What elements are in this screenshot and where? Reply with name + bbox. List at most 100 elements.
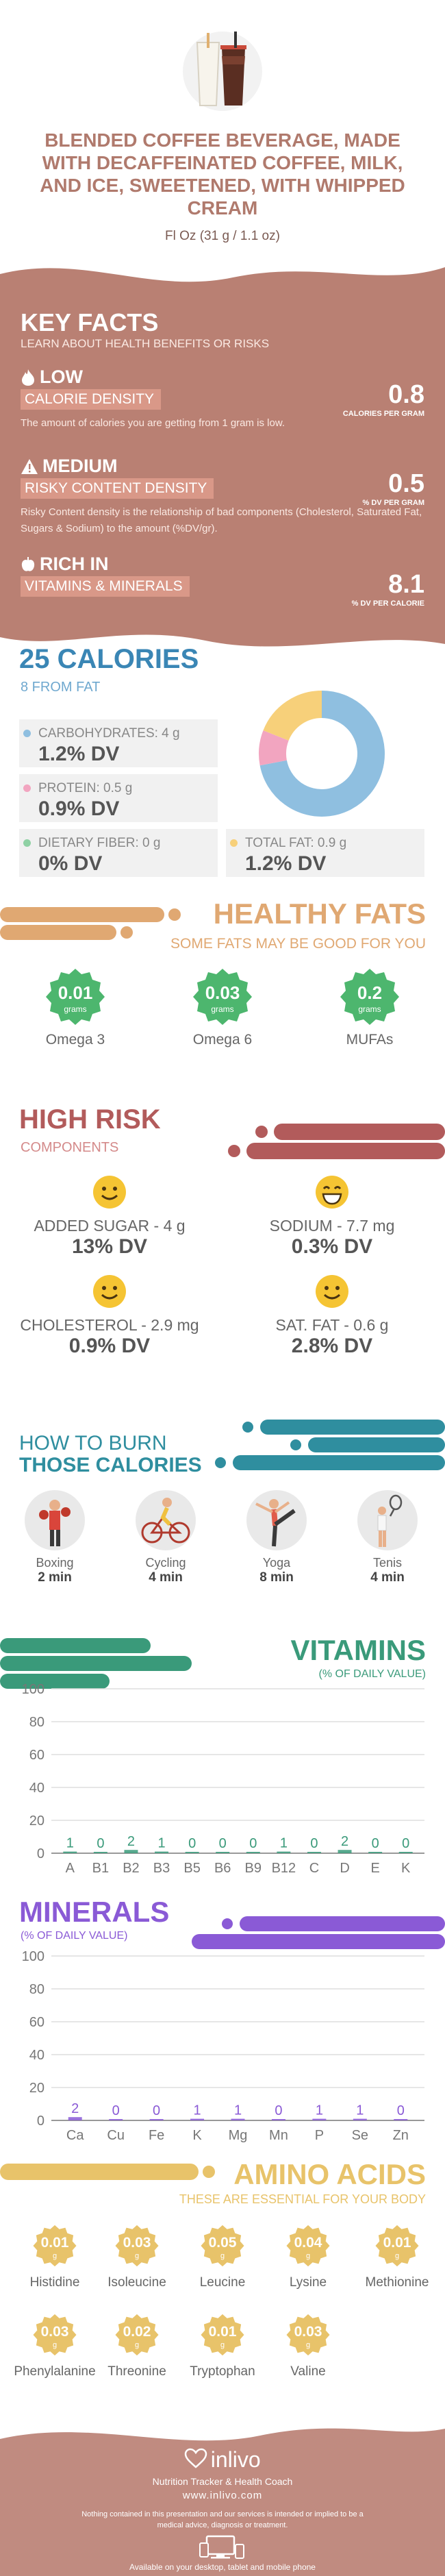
x-tick-label: Fe — [149, 2128, 164, 2143]
y-tick-label: 80 — [29, 1715, 44, 1730]
bar-K — [398, 1852, 413, 1853]
key-facts-background — [0, 267, 445, 647]
bar-value-label: 0 — [402, 1836, 409, 1851]
activity-boxing: Boxing 2 min — [3, 1490, 106, 1585]
amino-name: Tryptophan — [190, 2364, 255, 2379]
smiley-icon — [93, 1176, 126, 1209]
y-tick-label: 0 — [37, 1846, 44, 1861]
bar-value-label: 0 — [188, 1836, 196, 1851]
amino-value: 0.02 — [123, 2324, 151, 2340]
key-fact-description: Risky Content density is the relationshi… — [21, 506, 422, 534]
tennis-icon — [357, 1490, 418, 1550]
key-fact-level: MEDIUM — [42, 456, 118, 476]
calories-section: 25 CALORIES 8 FROM FAT CARBOHYDRATES: 4 … — [0, 644, 445, 891]
bar-value-label: 0 — [249, 1836, 257, 1851]
minerals-subtitle: (% OF DAILY VALUE) — [21, 1930, 128, 1942]
bar-B2 — [124, 1850, 138, 1853]
legend-dot — [230, 839, 238, 847]
amino-value: 0.04 — [294, 2235, 322, 2251]
key-fact-unit: % DV PER GRAM — [362, 499, 424, 507]
bar-Se — [353, 2118, 367, 2120]
fat-mufas: 0.2 grams MUFAs — [315, 966, 424, 1048]
key-fact-value: 0.5 % DV PER GRAM — [363, 469, 424, 507]
y-tick-label: 0 — [37, 2114, 44, 2129]
footer: inlivo Nutrition Tracker & Health Coach … — [0, 2418, 445, 2576]
amino-badge: 0.02 g — [114, 2312, 160, 2357]
decorative-stripes — [215, 1420, 445, 1470]
footer-devices: Available on your desktop, tablet and mo… — [129, 2562, 316, 2572]
healthy-fats-title: HEALTHY FATS — [213, 897, 426, 930]
amino-acids-subtitle: THESE ARE ESSENTIAL FOR YOUR BODY — [179, 2192, 426, 2206]
x-tick-label: P — [315, 2128, 324, 2143]
fat-name: MUFAs — [346, 1032, 394, 1048]
high-risk-title: HIGH RISK — [19, 1104, 161, 1135]
key-fact-number: 0.8 — [388, 380, 424, 409]
macro-fiber: DIETARY FIBER: 0 g 0% DV — [19, 829, 218, 877]
amino-leucine: 0.05 g Leucine — [178, 2223, 267, 2290]
x-tick-label: B6 — [214, 1861, 231, 1876]
amino-badge: 0.03 g — [285, 2312, 331, 2357]
donut-slice-protein — [259, 730, 289, 766]
legend-dot — [23, 730, 31, 737]
bar-value-label: 1 — [280, 1836, 288, 1851]
activity-tennis: Tenis 4 min — [336, 1490, 439, 1585]
risk-sat-fat: SAT. FAT - 0.6 g 2.8% DV — [226, 1274, 438, 1358]
minerals-bar-chart: 0 20 40 60 80 100 2 Ca 0 Cu 0 Fe 1 K 1 Mg 0 Mn 1 P 1 Se 0 Zn — [22, 1949, 424, 2143]
amino-unit: g — [134, 2341, 140, 2349]
risk-label: CHOLESTEROL - 2.9 mg — [20, 1316, 199, 1334]
activity-yoga: Yoga 8 min — [225, 1490, 328, 1585]
x-tick-label: Cu — [107, 2128, 125, 2143]
amino-unit: g — [305, 2341, 311, 2349]
x-tick-label: D — [340, 1861, 349, 1876]
grin-icon — [316, 1176, 348, 1209]
key-fact-description: The amount of calories you are getting f… — [21, 417, 285, 429]
key-fact-value: 8.1 % DV PER CALORIE — [352, 570, 424, 608]
footer-background — [0, 2428, 445, 2576]
key-facts-title: KEY FACTS — [21, 308, 159, 336]
key-fact-value: 0.8 CALORIES PER GRAM — [343, 380, 424, 418]
risk-added-sugar: ADDED SUGAR - 4 g 13% DV — [3, 1175, 216, 1259]
heart-icon — [184, 2448, 207, 2472]
amino-unit: g — [134, 2252, 140, 2260]
activity-time: 2 min — [38, 1570, 72, 1585]
vitamins-section: VITAMINS (% OF DAILY VALUE) 0 20 40 60 80 100… — [0, 1620, 445, 1887]
amino-isoleucine: 0.03 g Isoleucine — [92, 2223, 181, 2290]
bar-B1 — [93, 1852, 107, 1853]
calories-title: 25 CALORIES — [19, 644, 199, 674]
bar-Ca — [68, 2117, 82, 2120]
activity-name: Boxing — [36, 1556, 74, 1570]
high-risk-subtitle: COMPONENTS — [21, 1140, 119, 1155]
healthy-fats-section: HEALTHY FATS SOME FATS MAY BE GOOD FOR Y… — [0, 891, 445, 1069]
key-fact-unit: CALORIES PER GRAM — [342, 410, 424, 418]
calories-subtitle: 8 FROM FAT — [21, 680, 101, 695]
bar-value-label: 2 — [127, 1834, 135, 1849]
macro-dv: 0% DV — [38, 852, 103, 875]
macro-dv: 1.2% DV — [38, 743, 120, 765]
fat-unit: grams — [211, 1004, 234, 1014]
key-fact-risky-content: MEDIUM RISKY CONTENT DENSITY Risky Conte… — [21, 456, 424, 537]
decorative-stripes — [0, 907, 181, 940]
donut-slice-fat — [263, 691, 322, 741]
x-tick-label: E — [370, 1861, 379, 1876]
decorative-stripes — [0, 1638, 192, 1689]
fat-value: 0.01 — [58, 982, 93, 1003]
bar-value-label: 0 — [310, 1836, 318, 1851]
footer-url[interactable]: www.inlivo.com — [182, 2490, 263, 2501]
x-tick-label: C — [309, 1861, 319, 1876]
risk-dv: 0.9% DV — [68, 1335, 151, 1357]
x-tick-label: B1 — [92, 1861, 109, 1876]
fat-badge: 0.01 grams — [44, 966, 106, 1028]
bar-value-label: 0 — [97, 1836, 104, 1851]
page-title: BLENDED COFFEE BEVERAGE, MADE WITH DECAF… — [40, 129, 405, 219]
smiley-icon — [316, 1275, 348, 1308]
bar-B3 — [155, 1851, 169, 1853]
bar-A — [63, 1851, 77, 1853]
amino-badge: 0.01 g — [32, 2223, 77, 2268]
bar-value-label: 1 — [316, 2103, 323, 2118]
key-fact-unit: % DV PER CALORIE — [351, 599, 424, 608]
amino-unit: g — [220, 2252, 225, 2260]
amino-name: Phenylalanine — [14, 2364, 96, 2379]
x-tick-label: B9 — [245, 1861, 262, 1876]
amino-value: 0.01 — [208, 2324, 237, 2340]
macro-label: PROTEIN: 0.5 g — [38, 781, 133, 795]
